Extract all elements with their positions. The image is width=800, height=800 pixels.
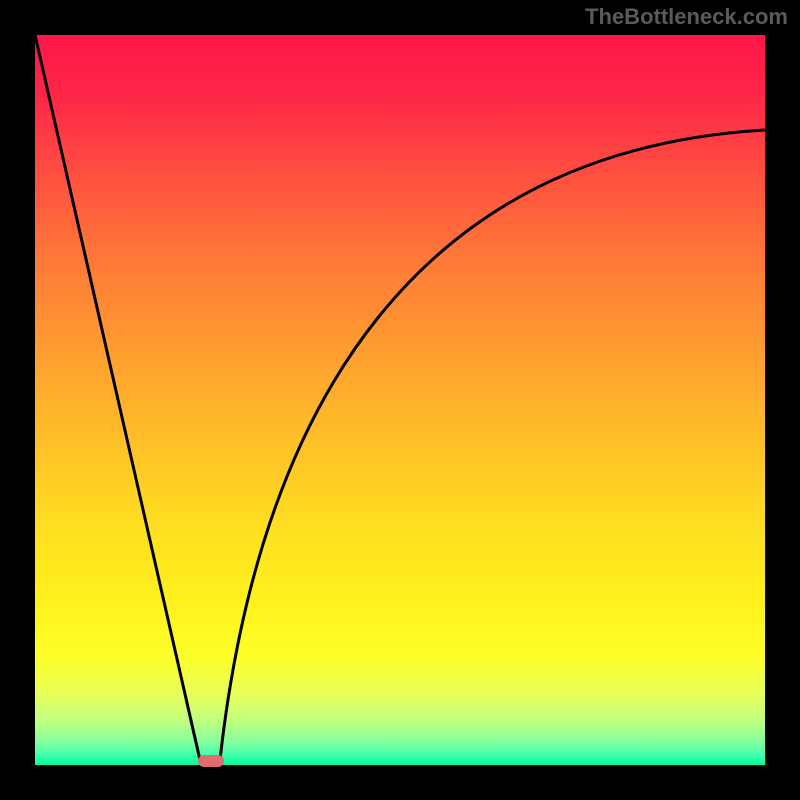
minimum-marker xyxy=(198,755,224,767)
bottleneck-chart: TheBottleneck.com xyxy=(0,0,800,800)
chart-canvas xyxy=(0,0,800,800)
watermark-label: TheBottleneck.com xyxy=(585,4,788,30)
